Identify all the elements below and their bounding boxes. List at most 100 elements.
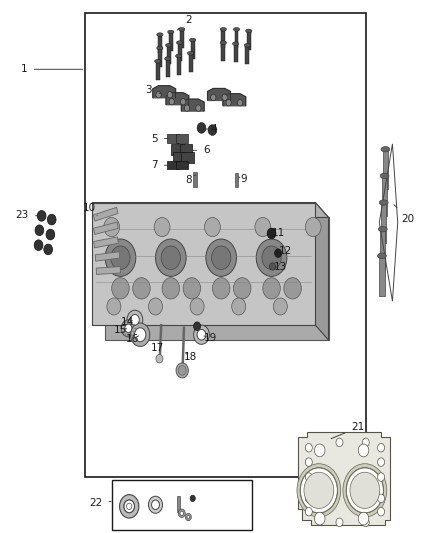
Circle shape bbox=[194, 322, 201, 330]
Circle shape bbox=[362, 518, 369, 527]
Circle shape bbox=[300, 468, 337, 513]
Circle shape bbox=[120, 495, 139, 518]
Circle shape bbox=[127, 310, 143, 329]
Bar bbox=[188, 53, 193, 72]
Text: 11: 11 bbox=[272, 229, 285, 238]
Text: 2: 2 bbox=[177, 15, 192, 30]
Text: 15: 15 bbox=[114, 326, 127, 335]
Bar bbox=[234, 44, 238, 62]
Circle shape bbox=[184, 105, 190, 111]
Bar bbox=[166, 59, 170, 77]
Bar bbox=[173, 152, 185, 163]
Text: 12: 12 bbox=[279, 246, 292, 255]
Bar bbox=[379, 256, 385, 296]
Bar bbox=[180, 144, 192, 155]
Circle shape bbox=[180, 99, 186, 105]
Polygon shape bbox=[181, 99, 204, 111]
Ellipse shape bbox=[177, 41, 183, 45]
Text: 1: 1 bbox=[21, 64, 83, 74]
Ellipse shape bbox=[165, 57, 171, 60]
Circle shape bbox=[336, 438, 343, 447]
Circle shape bbox=[378, 458, 385, 466]
Circle shape bbox=[267, 228, 276, 239]
Circle shape bbox=[232, 298, 246, 315]
Circle shape bbox=[111, 246, 130, 269]
Circle shape bbox=[284, 278, 301, 299]
Circle shape bbox=[161, 246, 180, 269]
Circle shape bbox=[262, 246, 281, 269]
Circle shape bbox=[305, 507, 312, 516]
Circle shape bbox=[35, 225, 44, 236]
Ellipse shape bbox=[168, 30, 174, 34]
Ellipse shape bbox=[220, 41, 226, 45]
Circle shape bbox=[134, 328, 146, 342]
Bar bbox=[191, 40, 194, 59]
Circle shape bbox=[112, 278, 129, 299]
Polygon shape bbox=[223, 94, 246, 106]
Bar bbox=[383, 149, 388, 189]
Ellipse shape bbox=[246, 29, 252, 33]
Bar bbox=[176, 134, 188, 143]
Bar bbox=[181, 152, 194, 163]
Circle shape bbox=[37, 211, 46, 221]
Circle shape bbox=[343, 464, 387, 517]
Circle shape bbox=[196, 105, 201, 111]
Circle shape bbox=[358, 444, 369, 457]
Bar bbox=[381, 203, 386, 243]
Bar bbox=[222, 43, 226, 61]
Ellipse shape bbox=[179, 27, 185, 31]
Circle shape bbox=[222, 94, 227, 101]
Circle shape bbox=[350, 472, 380, 508]
Text: 17: 17 bbox=[151, 343, 164, 352]
Bar bbox=[193, 172, 197, 187]
Circle shape bbox=[176, 363, 188, 378]
Bar bbox=[235, 29, 239, 48]
Circle shape bbox=[206, 239, 237, 276]
Circle shape bbox=[211, 94, 216, 101]
Ellipse shape bbox=[176, 54, 182, 58]
Circle shape bbox=[121, 320, 135, 337]
Bar bbox=[177, 43, 181, 61]
Circle shape bbox=[378, 494, 385, 503]
Text: 7: 7 bbox=[151, 160, 168, 170]
Ellipse shape bbox=[220, 27, 226, 31]
Circle shape bbox=[263, 278, 280, 299]
Circle shape bbox=[148, 298, 162, 315]
Text: 8: 8 bbox=[185, 175, 196, 185]
Polygon shape bbox=[92, 203, 315, 325]
Polygon shape bbox=[298, 432, 390, 525]
Circle shape bbox=[133, 278, 150, 299]
Ellipse shape bbox=[190, 38, 196, 42]
Bar bbox=[380, 229, 385, 269]
Polygon shape bbox=[315, 203, 328, 340]
Circle shape bbox=[346, 468, 383, 513]
Bar bbox=[95, 252, 120, 261]
Circle shape bbox=[273, 298, 287, 315]
Ellipse shape bbox=[233, 27, 240, 31]
Circle shape bbox=[131, 323, 150, 346]
Bar bbox=[167, 161, 179, 169]
Circle shape bbox=[205, 217, 220, 237]
Bar bbox=[96, 266, 120, 274]
Circle shape bbox=[155, 239, 186, 276]
Circle shape bbox=[34, 240, 43, 251]
Text: 13: 13 bbox=[274, 262, 287, 271]
Ellipse shape bbox=[233, 42, 239, 45]
Circle shape bbox=[169, 99, 174, 105]
Text: 5: 5 bbox=[151, 134, 168, 143]
Bar bbox=[112, 480, 252, 530]
Text: 16: 16 bbox=[126, 334, 139, 344]
Circle shape bbox=[124, 500, 134, 513]
Circle shape bbox=[156, 92, 161, 98]
Text: 14: 14 bbox=[121, 317, 134, 327]
Ellipse shape bbox=[378, 253, 386, 259]
Circle shape bbox=[127, 503, 132, 510]
Circle shape bbox=[300, 468, 337, 513]
Ellipse shape bbox=[157, 33, 163, 36]
Text: 21: 21 bbox=[331, 423, 365, 439]
Circle shape bbox=[305, 217, 321, 237]
Circle shape bbox=[378, 473, 385, 481]
Bar bbox=[94, 237, 118, 248]
Circle shape bbox=[233, 278, 251, 299]
Text: 22: 22 bbox=[89, 498, 111, 508]
